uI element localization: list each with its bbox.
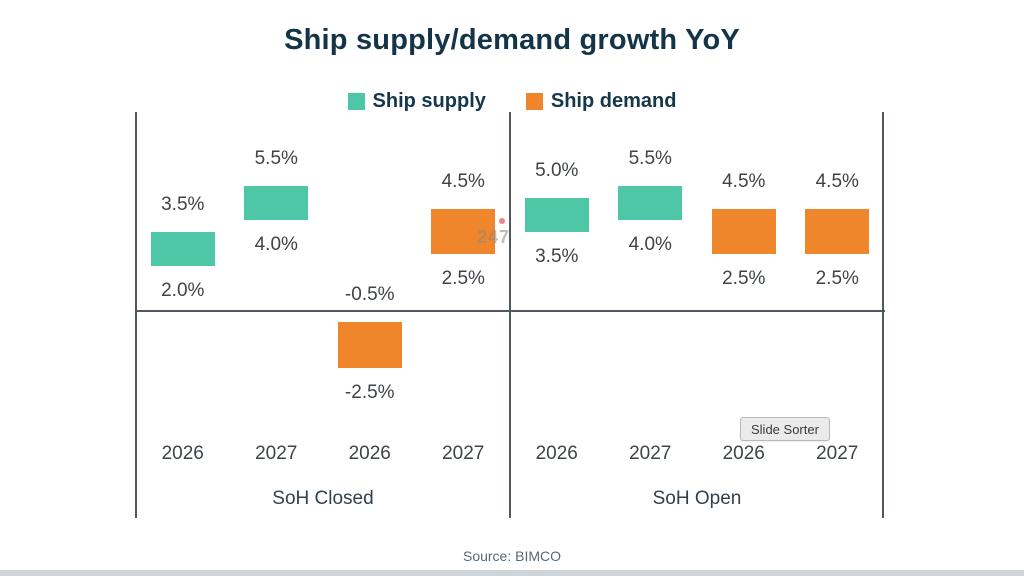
chart-legend: Ship supply Ship demand: [0, 90, 1024, 113]
y-axis-line-left: [135, 112, 137, 518]
bar-soh-open-2027-ship-supply: [618, 186, 683, 221]
bar-low-value-label: 4.0%: [254, 234, 298, 256]
bar-high-value-label: 4.5%: [722, 170, 766, 192]
bar-low-value-label: 2.5%: [815, 268, 859, 290]
bar-high-value-label: 5.0%: [535, 159, 579, 181]
slide-sorter-tooltip: Slide Sorter: [740, 417, 830, 441]
group-axis-label-soh-open: SoH Open: [652, 488, 742, 509]
year-tick-label: 2026: [161, 443, 204, 464]
bar-soh-open-2026-ship-demand: [711, 208, 776, 255]
legend-item-ship-demand: Ship demand: [525, 90, 677, 113]
ship-demand-swatch-icon: [525, 93, 543, 110]
panel-divider-line: [509, 112, 511, 518]
bar-low-value-label: 2.0%: [161, 279, 205, 301]
bar-soh-closed-2026-ship-demand: [337, 322, 402, 368]
legend-item-ship-supply: Ship supply: [347, 90, 486, 113]
legend-label-ship-supply: Ship supply: [372, 90, 486, 112]
zero-baseline: [136, 310, 885, 312]
bar-soh-closed-2027-ship-supply: [244, 186, 309, 221]
source-caption: Source: BIMCO: [462, 548, 562, 564]
bar-high-value-label: 4.5%: [815, 170, 859, 192]
legend-label-ship-demand: Ship demand: [550, 90, 677, 112]
ship-supply-swatch-icon: [347, 93, 365, 110]
chart-title: Ship supply/demand growth YoY: [284, 24, 740, 56]
y-axis-line-right: [882, 112, 884, 518]
year-tick-label: 2026: [348, 443, 391, 464]
bar-low-value-label: 2.5%: [722, 268, 766, 290]
bar-high-value-label: 5.5%: [254, 148, 298, 170]
year-tick-label: 2027: [255, 443, 298, 464]
bar-soh-closed-2027-ship-demand: [431, 208, 496, 255]
bar-soh-open-2027-ship-demand: [805, 208, 870, 255]
bar-high-value-label: 5.5%: [628, 148, 672, 170]
bar-low-value-label: 4.0%: [628, 234, 672, 256]
bar-high-value-label: 3.5%: [161, 193, 205, 215]
year-tick-label: 2027: [442, 443, 485, 464]
bar-soh-closed-2026-ship-supply: [150, 231, 215, 266]
bar-low-value-label: 3.5%: [535, 245, 579, 267]
bar-high-value-label: 4.5%: [441, 170, 485, 192]
year-tick-label: 2026: [535, 443, 578, 464]
year-tick-label: 2027: [816, 443, 859, 464]
year-tick-label: 2027: [629, 443, 672, 464]
watermark-dot-icon: [499, 218, 505, 224]
bar-low-value-label: -2.5%: [344, 381, 395, 403]
bar-soh-open-2026-ship-supply: [524, 197, 589, 232]
watermark-247: 247: [477, 227, 511, 247]
group-axis-label-soh-closed: SoH Closed: [272, 488, 374, 509]
window-bottom-edge: [0, 570, 1024, 576]
year-tick-label: 2026: [722, 443, 765, 464]
bar-high-value-label: -0.5%: [344, 284, 395, 306]
bar-low-value-label: 2.5%: [441, 268, 485, 290]
